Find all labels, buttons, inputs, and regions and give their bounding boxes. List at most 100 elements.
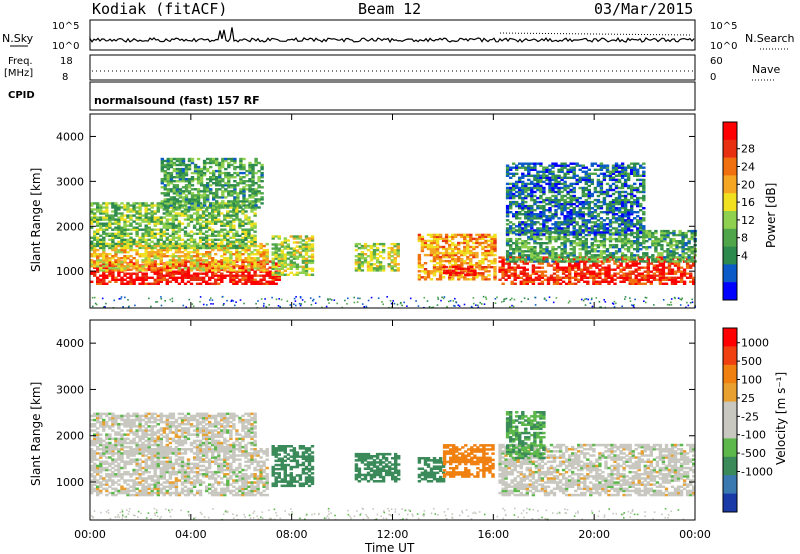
range-time-cell — [156, 220, 160, 223]
range-time-cell — [165, 242, 169, 246]
range-time-cell — [198, 265, 203, 268]
range-time-cell — [454, 257, 458, 261]
range-time-cell — [199, 182, 204, 185]
range-time-cell — [555, 270, 560, 273]
range-time-cell — [682, 272, 687, 275]
range-time-cell — [672, 244, 676, 247]
range-time-cell — [605, 256, 610, 259]
range-time-cell — [522, 268, 526, 271]
range-time-cell — [639, 256, 643, 259]
range-time-cell — [214, 253, 218, 256]
range-time-cell — [493, 233, 497, 237]
range-time-cell — [557, 176, 561, 179]
range-time-cell — [614, 258, 619, 261]
range-time-cell — [141, 232, 145, 235]
range-time-cell — [448, 251, 452, 255]
range-time-cell — [180, 244, 185, 248]
range-time-cell — [569, 248, 573, 251]
range-time-cell — [658, 278, 663, 281]
range-time-cell — [220, 234, 224, 237]
range-time-cell — [90, 216, 94, 219]
range-time-cell — [575, 223, 579, 226]
range-time-cell — [518, 192, 522, 196]
range-time-cell — [184, 165, 189, 169]
range-time-cell — [663, 256, 667, 259]
range-time-cell — [196, 171, 201, 175]
range-time-cell — [590, 246, 594, 249]
range-time-cell — [274, 264, 278, 267]
range-time-cell — [248, 190, 252, 193]
range-time-cell — [533, 260, 537, 263]
range-time-cell — [166, 190, 170, 193]
range-time-cell — [505, 237, 510, 241]
range-time-cell — [524, 215, 528, 218]
range-time-cell — [307, 261, 312, 264]
range-time-cell — [354, 242, 359, 246]
range-time-cell — [554, 209, 558, 212]
range-time-cell — [150, 240, 154, 243]
range-time-cell — [217, 269, 221, 272]
range-time-cell — [530, 250, 534, 253]
range-time-cell — [478, 259, 482, 263]
range-time-cell — [138, 236, 142, 239]
range-time-cell — [108, 259, 112, 262]
range-time-cell — [232, 212, 236, 215]
range-time-cell — [129, 236, 133, 239]
range-time-cell — [235, 276, 239, 279]
range-time-cell — [658, 274, 663, 277]
range-time-cell — [123, 267, 127, 270]
range-time-cell — [114, 278, 118, 281]
range-time-cell — [206, 169, 210, 173]
range-time-cell — [572, 190, 576, 194]
range-time-cell — [605, 254, 610, 257]
range-time-cell — [93, 238, 97, 241]
range-time-cell — [375, 259, 380, 262]
range-time-cell — [280, 263, 284, 266]
range-time-cell — [241, 269, 245, 272]
range-time-cell — [670, 270, 675, 273]
range-time-cell — [536, 162, 540, 165]
range-time-cell — [229, 202, 233, 205]
range-time-cell — [181, 178, 186, 181]
range-time-cell — [661, 270, 666, 273]
range-time-cell — [111, 278, 115, 281]
range-time-cell — [554, 258, 558, 261]
range-time-cell — [444, 266, 449, 269]
range-time-cell — [205, 255, 209, 258]
range-time-cell — [505, 227, 510, 230]
range-time-cell — [257, 178, 261, 181]
range-time-cell — [681, 237, 685, 241]
range-time-cell — [160, 169, 164, 173]
range-time-cell — [310, 253, 315, 256]
range-time-cell — [417, 276, 422, 279]
range-time-cell — [654, 260, 658, 263]
range-time-cell — [545, 178, 549, 182]
range-time-cell — [201, 236, 206, 239]
range-time-cell — [533, 198, 537, 202]
range-time-cell — [429, 270, 434, 273]
range-time-cell — [186, 246, 191, 250]
range-time-cell — [578, 178, 582, 182]
range-time-cell — [509, 190, 513, 194]
range-time-cell — [232, 218, 236, 221]
range-time-cell — [99, 274, 103, 277]
range-time-cell — [423, 239, 428, 243]
range-time-cell — [280, 259, 284, 262]
range-time-cell — [201, 238, 206, 241]
range-time-cell — [165, 244, 169, 248]
range-time-cell — [505, 223, 510, 226]
range-time-cell — [601, 278, 605, 281]
range-time-cell — [135, 244, 139, 248]
range-time-cell — [524, 240, 528, 243]
range-time-cell — [221, 196, 225, 199]
range-time-cell — [521, 227, 525, 230]
range-time-cell — [363, 242, 368, 246]
range-time-cell — [563, 258, 567, 261]
range-time-cell — [457, 249, 461, 253]
range-time-cell — [551, 235, 555, 239]
range-time-cell — [201, 216, 206, 219]
range-time-cell — [572, 256, 576, 259]
range-time-cell — [487, 243, 491, 247]
range-time-cell — [578, 202, 582, 206]
range-time-cell — [165, 226, 169, 229]
